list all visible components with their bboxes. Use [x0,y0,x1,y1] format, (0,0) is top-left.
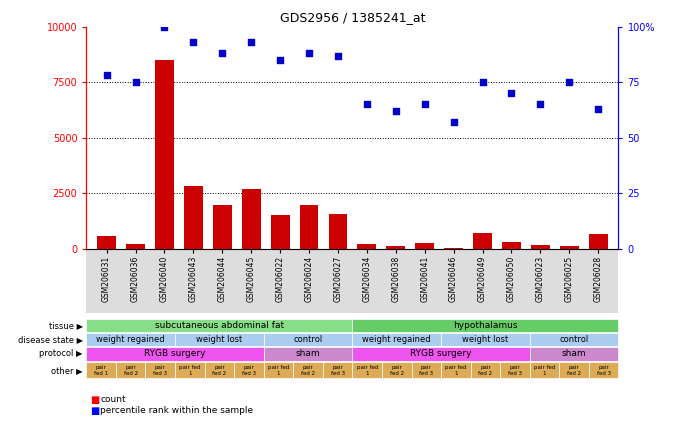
Bar [97,236,116,249]
Text: ■: ■ [90,395,99,404]
Text: subcutaneous abdominal fat: subcutaneous abdominal fat [155,321,284,330]
Bar [300,206,319,249]
Point [274,56,285,63]
Text: hypothalamus: hypothalamus [453,321,518,330]
Text: pair
fed 2: pair fed 2 [567,365,581,376]
Text: protocol ▶: protocol ▶ [39,349,83,358]
Text: tissue ▶: tissue ▶ [49,321,83,330]
Point [217,50,228,57]
Bar [213,206,231,249]
Text: pair fed
1: pair fed 1 [357,365,378,376]
Bar [184,186,202,249]
Point [303,50,314,57]
Text: disease state ▶: disease state ▶ [18,335,83,344]
Text: pair
fed 3: pair fed 3 [596,365,611,376]
Point [419,101,430,108]
Text: RYGB surgery: RYGB surgery [410,349,472,358]
Text: pair
fed 3: pair fed 3 [153,365,167,376]
Text: pair
fed 3: pair fed 3 [330,365,345,376]
Text: pair
fed 1: pair fed 1 [94,365,108,376]
Text: percentile rank within the sample: percentile rank within the sample [100,406,254,415]
Point [246,39,257,46]
Text: pair fed
1: pair fed 1 [268,365,290,376]
Bar [415,243,434,249]
Bar [502,242,521,249]
Bar [473,233,492,249]
Text: other ▶: other ▶ [51,366,83,375]
Text: pair
fed 3: pair fed 3 [508,365,522,376]
Bar [589,234,607,249]
Text: ■: ■ [90,406,99,416]
Text: weight regained: weight regained [97,335,165,344]
Bar [386,246,405,249]
Bar [126,244,145,249]
Point [390,107,401,115]
Point [477,79,488,86]
Text: pair
fed 3: pair fed 3 [242,365,256,376]
Text: pair
fed 2: pair fed 2 [301,365,315,376]
Bar [444,248,463,249]
Text: pair fed
1: pair fed 1 [179,365,200,376]
Text: pair fed
1: pair fed 1 [445,365,466,376]
Bar [271,215,290,249]
Bar [560,246,578,249]
Bar [242,189,261,249]
Text: control: control [294,335,323,344]
Text: RYGB surgery: RYGB surgery [144,349,206,358]
Point [506,90,517,97]
Text: pair fed
1: pair fed 1 [534,365,556,376]
Point [448,119,459,126]
Bar [155,60,174,249]
Text: weight regained: weight regained [363,335,431,344]
Point [535,101,546,108]
Title: GDS2956 / 1385241_at: GDS2956 / 1385241_at [280,11,425,24]
Point [188,39,199,46]
Text: pair
fed 2: pair fed 2 [212,365,227,376]
Text: sham: sham [562,349,587,358]
Text: pair
fed 2: pair fed 2 [390,365,404,376]
Text: sham: sham [296,349,321,358]
Point [361,101,372,108]
Text: pair
fed 3: pair fed 3 [419,365,433,376]
Text: control: control [560,335,589,344]
Point [564,79,575,86]
Text: weight lost: weight lost [196,335,243,344]
Point [101,72,112,79]
Point [593,105,604,112]
Point [130,79,141,86]
Bar [328,214,348,249]
Text: count: count [100,395,126,404]
Bar [357,244,377,249]
Text: weight lost: weight lost [462,335,509,344]
Point [332,52,343,59]
Text: pair
fed 2: pair fed 2 [478,365,493,376]
Point [159,23,170,30]
Bar [531,245,550,249]
Text: pair
fed 2: pair fed 2 [124,365,138,376]
